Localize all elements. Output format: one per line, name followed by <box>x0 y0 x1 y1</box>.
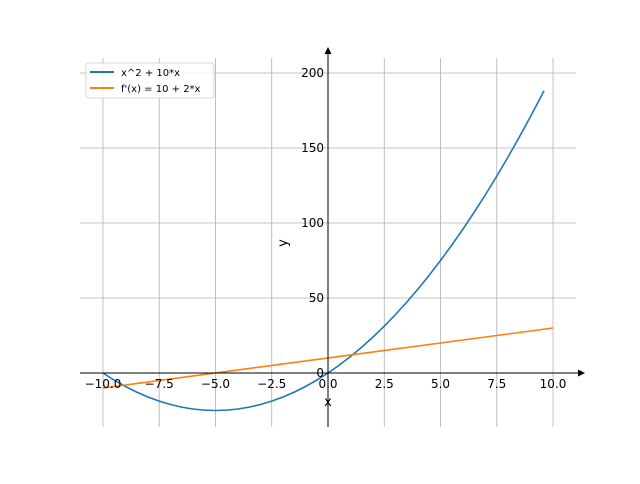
x-axis-arrow-icon <box>578 369 585 377</box>
x-axis-label: x <box>324 395 332 410</box>
y-tick-label: 0 <box>316 366 324 380</box>
x-tick-label: 0.0 <box>318 377 337 391</box>
legend: x^2 + 10*x f'(x) = 10 + 2*x <box>85 62 215 99</box>
y-tick-label: 200 <box>301 66 324 80</box>
y-axis-arrow-icon <box>324 47 332 54</box>
x-tick-label: −5.0 <box>201 377 230 391</box>
x-tick-label: −2.5 <box>257 377 286 391</box>
tick-labels: −10.0 −7.5 −5.0 −2.5 0.0 2.5 5.0 7.5 10.0 0 50 100 1… <box>85 66 567 391</box>
legend-frame <box>85 62 215 99</box>
x-tick-label: −7.5 <box>145 377 174 391</box>
y-tick-label: 50 <box>309 291 324 305</box>
y-tick-label: 100 <box>301 216 324 230</box>
series-line-0 <box>102 90 545 412</box>
axes <box>80 47 585 427</box>
x-tick-label: 7.5 <box>487 377 506 391</box>
x-tick-label: 2.5 <box>375 377 394 391</box>
legend-label-1: f'(x) = 10 + 2*x <box>121 84 201 95</box>
x-tick-label: −10.0 <box>85 377 122 391</box>
y-tick-label: 150 <box>301 141 324 155</box>
y-axis-label: y <box>276 239 291 247</box>
x-tick-label: 10.0 <box>540 377 567 391</box>
legend-label-0: x^2 + 10*x <box>121 68 180 79</box>
x-tick-label: 5.0 <box>431 377 450 391</box>
